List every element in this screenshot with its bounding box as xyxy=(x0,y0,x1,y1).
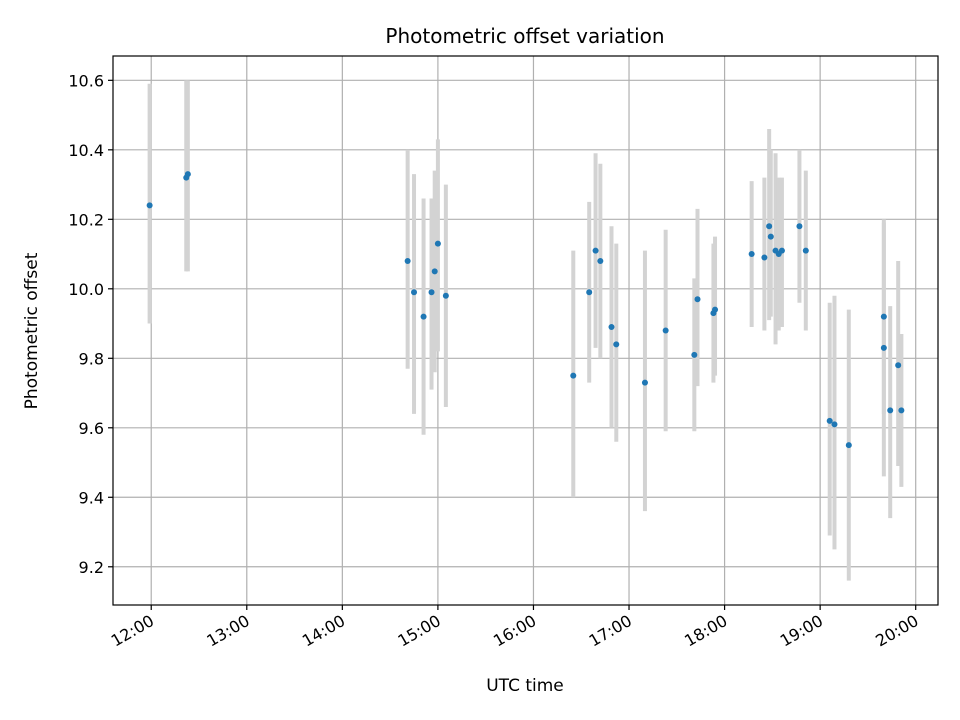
x-axis-label: UTC time xyxy=(486,676,564,696)
data-point xyxy=(796,223,803,230)
y-axis-label: Photometric offset xyxy=(22,252,42,409)
y-tick-label: 9.2 xyxy=(79,558,104,577)
data-point xyxy=(184,171,191,178)
y-tick-label: 9.6 xyxy=(79,419,104,438)
data-point xyxy=(641,379,648,386)
plot-frame xyxy=(112,55,939,606)
y-tick-label: 10.6 xyxy=(68,71,104,90)
data-point xyxy=(597,258,604,265)
data-point xyxy=(420,313,427,320)
chart-title: Photometric offset variation xyxy=(385,24,664,48)
data-point xyxy=(434,240,441,247)
data-point xyxy=(404,258,411,265)
data-point xyxy=(880,313,887,320)
data-point xyxy=(712,306,719,313)
y-tick-label: 9.4 xyxy=(79,488,104,507)
data-point xyxy=(431,268,438,275)
data-point xyxy=(691,351,698,358)
data-point xyxy=(831,421,838,428)
data-point xyxy=(767,233,774,240)
data-points xyxy=(146,171,905,449)
grid xyxy=(113,56,938,605)
data-point xyxy=(748,251,755,258)
data-point xyxy=(592,247,599,254)
data-point xyxy=(428,289,435,296)
data-point xyxy=(694,296,701,303)
data-point xyxy=(802,247,809,254)
data-point xyxy=(766,223,773,230)
data-point xyxy=(880,344,887,351)
data-point xyxy=(778,247,785,254)
data-point xyxy=(887,407,894,414)
data-point xyxy=(586,289,593,296)
y-tick-label: 9.8 xyxy=(79,349,104,368)
y-tick-label: 10.0 xyxy=(68,280,104,299)
data-point xyxy=(845,442,852,449)
data-point xyxy=(411,289,418,296)
data-point xyxy=(895,362,902,369)
data-point xyxy=(613,341,620,348)
data-point xyxy=(442,292,449,299)
data-point xyxy=(898,407,905,414)
data-point xyxy=(761,254,768,261)
y-tick-label: 10.2 xyxy=(68,210,104,229)
data-point xyxy=(608,324,615,331)
data-point xyxy=(146,202,153,209)
data-point xyxy=(570,372,577,379)
y-axis-ticks: 9.2 9.4 9.6 9.8 10.0 10.2 10.4 10.6 xyxy=(68,71,113,577)
data-point xyxy=(826,417,833,424)
y-tick-label: 10.4 xyxy=(68,141,104,160)
data-point xyxy=(662,327,669,334)
